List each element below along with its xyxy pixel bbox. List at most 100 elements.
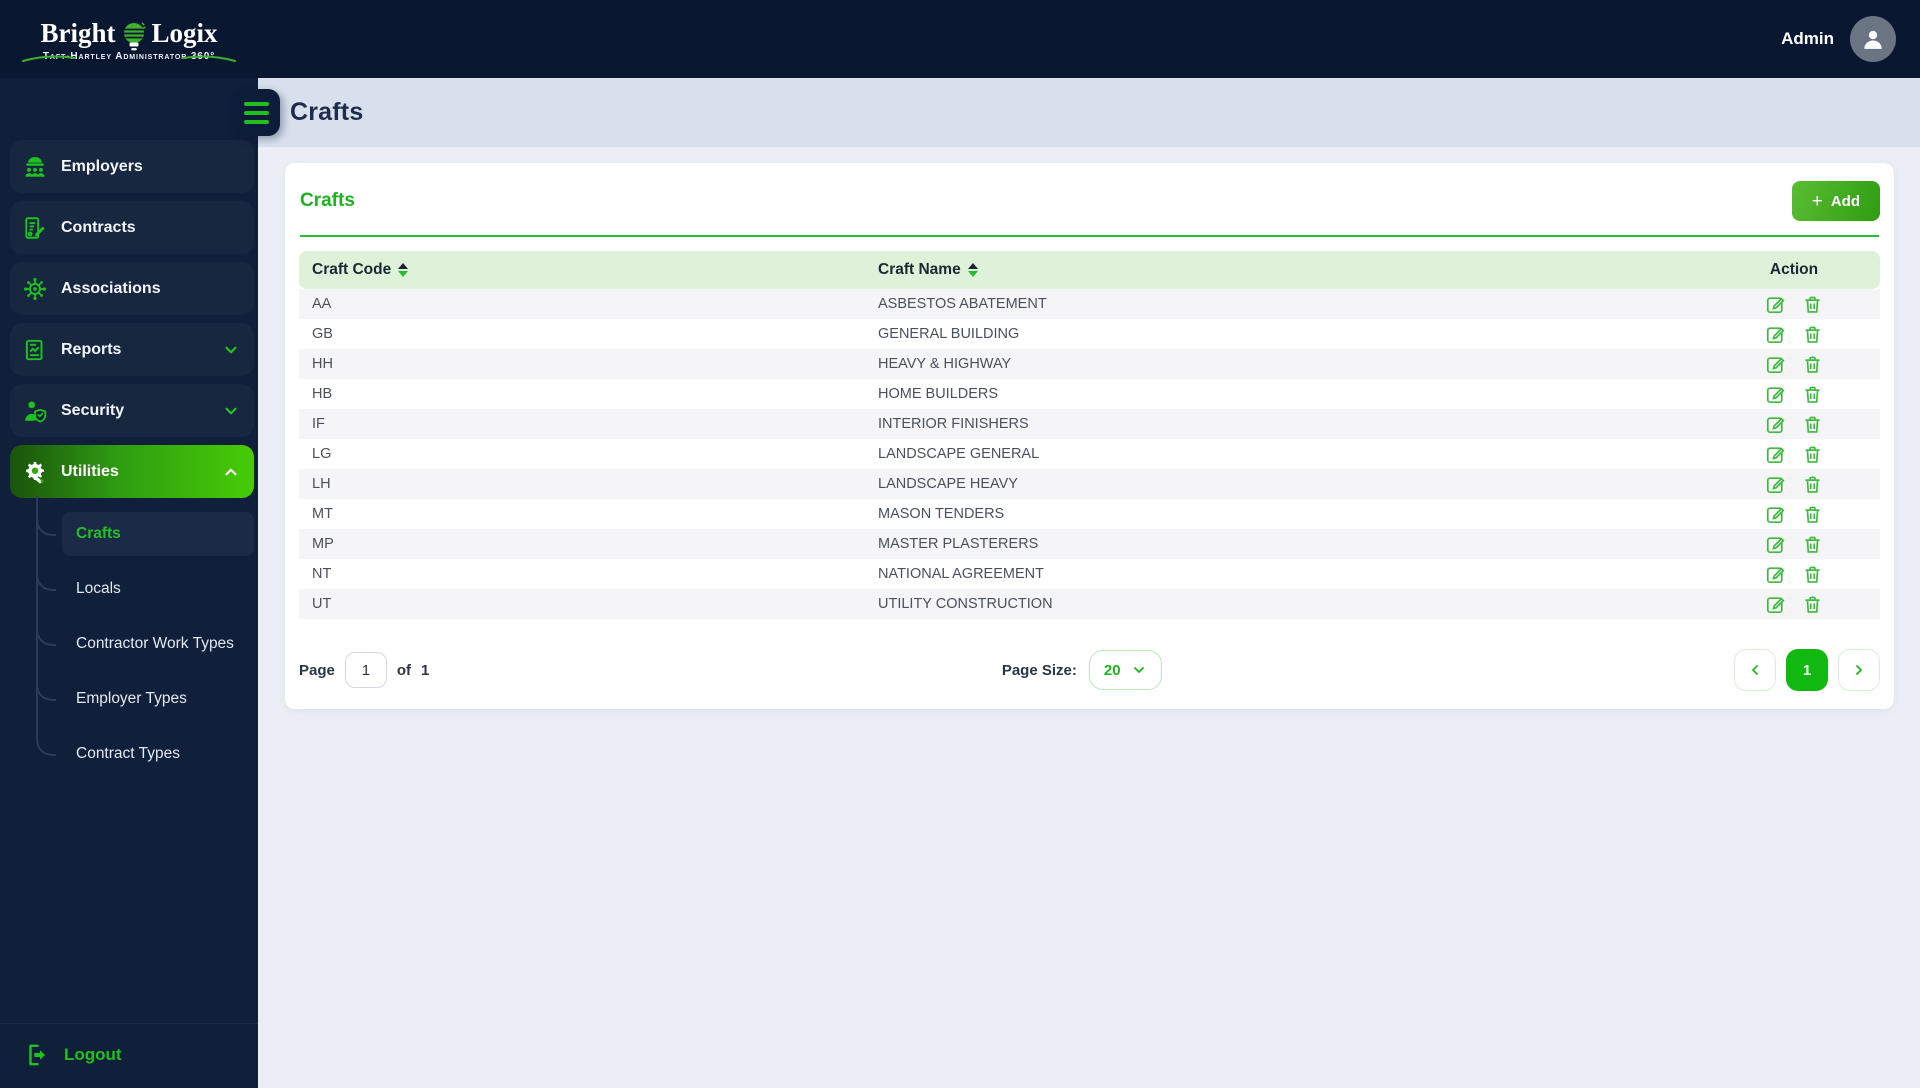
add-button[interactable]: + Add xyxy=(1791,181,1880,221)
sidebar-item-label: Utilities xyxy=(61,462,119,480)
delete-button[interactable] xyxy=(1802,564,1823,585)
logo-swoosh-left xyxy=(22,50,76,68)
plus-icon: + xyxy=(1811,190,1823,212)
logo-swoosh-right xyxy=(182,50,236,68)
chevron-down-icon xyxy=(222,341,240,359)
brand-tagline: Taft-Hartley Administrator 360° xyxy=(42,51,216,62)
table-row: AA ASBESTOS ABATEMENT xyxy=(299,289,1880,319)
edit-button[interactable] xyxy=(1765,354,1786,375)
edit-button[interactable] xyxy=(1765,414,1786,435)
brand-name-left: Bright xyxy=(40,18,116,48)
craft-name-cell: MASTER PLASTERERS xyxy=(878,536,1039,552)
page-size-label: Page Size: xyxy=(1001,661,1077,679)
delete-button[interactable] xyxy=(1802,594,1823,615)
edit-button[interactable] xyxy=(1765,444,1786,465)
craft-name-cell: MASON TENDERS xyxy=(878,506,1005,522)
table-row: MP MASTER PLASTERERS xyxy=(299,529,1880,559)
logout-button[interactable]: Logout xyxy=(0,1023,258,1088)
sidebar-subitem-crafts[interactable]: Crafts xyxy=(36,496,254,556)
sidebar-item-security[interactable]: Security xyxy=(10,384,254,437)
sidebar-item-reports[interactable]: Reports xyxy=(10,323,254,376)
delete-button[interactable] xyxy=(1802,354,1823,375)
craft-code-cell: HB xyxy=(312,386,333,402)
edit-button[interactable] xyxy=(1765,594,1786,615)
sidebar-subitem-locals[interactable]: Locals xyxy=(36,551,254,611)
craft-code-cell: LH xyxy=(312,476,331,492)
subitem-label: Contract Types xyxy=(76,745,180,762)
edit-button[interactable] xyxy=(1765,534,1786,555)
prev-page-button[interactable] xyxy=(1734,649,1776,691)
craft-name-cell: INTERIOR FINISHERS xyxy=(878,416,1029,432)
edit-button[interactable] xyxy=(1765,564,1786,585)
edit-button[interactable] xyxy=(1765,294,1786,315)
hamburger-icon xyxy=(244,101,269,106)
person-icon xyxy=(1864,30,1882,49)
page-indicator: Page of 1 xyxy=(299,652,429,688)
delete-button[interactable] xyxy=(1802,474,1823,495)
brand-name-right: Logix xyxy=(151,18,218,48)
table-row: HH HEAVY & HIGHWAY xyxy=(299,349,1880,379)
chevron-right-icon xyxy=(1856,665,1862,675)
craft-code-cell: MT xyxy=(312,506,333,522)
column-header-craft-name[interactable]: Craft Name xyxy=(865,261,1708,279)
pagination-bar: Page of 1 Page Size: 20 xyxy=(299,649,1880,691)
sidebar-subitem-employer-types[interactable]: Employer Types xyxy=(36,661,254,721)
craft-code-cell: MP xyxy=(312,536,334,552)
edit-button[interactable] xyxy=(1765,384,1786,405)
user-avatar[interactable] xyxy=(1850,16,1896,62)
topbar-user-area: Admin xyxy=(1781,16,1920,62)
sidebar-item-utilities[interactable]: Utilities xyxy=(10,445,254,498)
brand-logo: Bright Logix Taft-Hartley Administrator … xyxy=(0,16,258,62)
page-size-value: 20 xyxy=(1103,661,1121,679)
column-header-craft-code[interactable]: Craft Code xyxy=(299,261,865,279)
sidebar-item-label: Contracts xyxy=(61,218,136,236)
menu-toggle-button[interactable] xyxy=(233,89,280,136)
content-area: Crafts + Add Craft Code xyxy=(258,147,1920,709)
page-number-button[interactable]: 1 xyxy=(1786,649,1828,691)
chevron-down-icon xyxy=(1131,662,1147,678)
sort-icon xyxy=(398,263,409,277)
craft-name-cell: NATIONAL AGREEMENT xyxy=(878,566,1044,582)
delete-button[interactable] xyxy=(1802,324,1823,345)
total-pages: 1 xyxy=(421,661,430,679)
sidebar-item-contracts[interactable]: Contracts xyxy=(10,201,254,254)
edit-button[interactable] xyxy=(1765,324,1786,345)
user-name: Admin xyxy=(1781,29,1834,48)
page-title: Crafts xyxy=(290,98,364,126)
sidebar-nav: Employers Contracts xyxy=(0,78,258,1023)
craft-name-cell: ASBESTOS ABATEMENT xyxy=(878,296,1047,312)
delete-button[interactable] xyxy=(1802,444,1823,465)
next-page-button[interactable] xyxy=(1838,649,1880,691)
sidebar: Employers Contracts xyxy=(0,78,258,1088)
delete-button[interactable] xyxy=(1802,534,1823,555)
network-icon xyxy=(22,276,48,302)
table-row: LG LANDSCAPE GENERAL xyxy=(299,439,1880,469)
report-icon xyxy=(22,337,48,363)
craft-code-cell: UT xyxy=(312,596,332,612)
topbar: Bright Logix Taft-Hartley Administrator … xyxy=(0,0,1920,78)
page-buttons: 1 xyxy=(1734,649,1880,691)
delete-button[interactable] xyxy=(1802,504,1823,525)
sidebar-item-associations[interactable]: Associations xyxy=(10,262,254,315)
delete-button[interactable] xyxy=(1802,414,1823,435)
add-button-label: Add xyxy=(1830,192,1860,210)
subitem-label: Contractor Work Types xyxy=(76,635,234,652)
delete-button[interactable] xyxy=(1802,294,1823,315)
sidebar-item-employers[interactable]: Employers xyxy=(10,140,254,193)
craft-name-cell: LANDSCAPE HEAVY xyxy=(878,476,1018,492)
utilities-submenu: Crafts Locals Contractor Work Types Empl… xyxy=(36,496,254,776)
edit-button[interactable] xyxy=(1765,474,1786,495)
sidebar-subitem-contract-types[interactable]: Contract Types xyxy=(36,716,254,776)
page-size-select[interactable]: 20 xyxy=(1088,650,1162,690)
craft-name-cell: UTILITY CONSTRUCTION xyxy=(878,596,1053,612)
sidebar-item-label: Security xyxy=(61,401,125,419)
main-area: Crafts Crafts + Add C xyxy=(233,78,1920,1088)
delete-button[interactable] xyxy=(1802,384,1823,405)
chevron-up-icon xyxy=(222,463,240,481)
sidebar-subitem-contractor-work-types[interactable]: Contractor Work Types xyxy=(36,606,254,666)
craft-name-cell: HOME BUILDERS xyxy=(878,386,999,402)
page-input[interactable] xyxy=(344,652,387,688)
craft-code-cell: HH xyxy=(312,356,333,372)
edit-button[interactable] xyxy=(1765,504,1786,525)
